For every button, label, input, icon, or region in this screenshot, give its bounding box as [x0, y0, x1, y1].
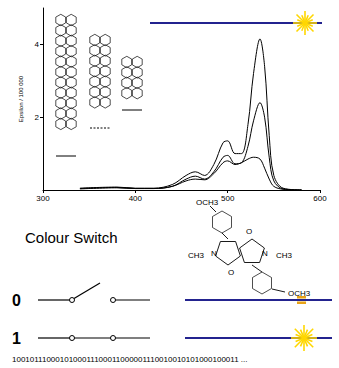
svg-text:N: N	[211, 249, 217, 258]
svg-text:O: O	[228, 268, 234, 277]
svg-text:0: 0	[12, 292, 21, 309]
svg-text:O: O	[246, 227, 252, 236]
svg-text:CH3: CH3	[188, 251, 205, 260]
svg-text:100101110001010001110001100000: 1001011100010100011100011000001110010010…	[12, 355, 248, 364]
svg-text:OCH3: OCH3	[196, 198, 219, 207]
svg-text:500: 500	[221, 194, 235, 203]
svg-text:4: 4	[35, 40, 40, 49]
svg-text:1: 1	[12, 330, 21, 347]
svg-text:Colour Switch: Colour Switch	[25, 229, 118, 246]
svg-text:Epsilon / 100 000: Epsilon / 100 000	[18, 75, 24, 122]
svg-text:N: N	[262, 249, 268, 258]
svg-text:300: 300	[36, 194, 50, 203]
svg-text:600: 600	[313, 194, 327, 203]
svg-text:CH3: CH3	[276, 251, 293, 260]
svg-text:OCH3: OCH3	[288, 289, 311, 298]
svg-text:2: 2	[35, 113, 40, 122]
svg-text:400: 400	[129, 194, 143, 203]
